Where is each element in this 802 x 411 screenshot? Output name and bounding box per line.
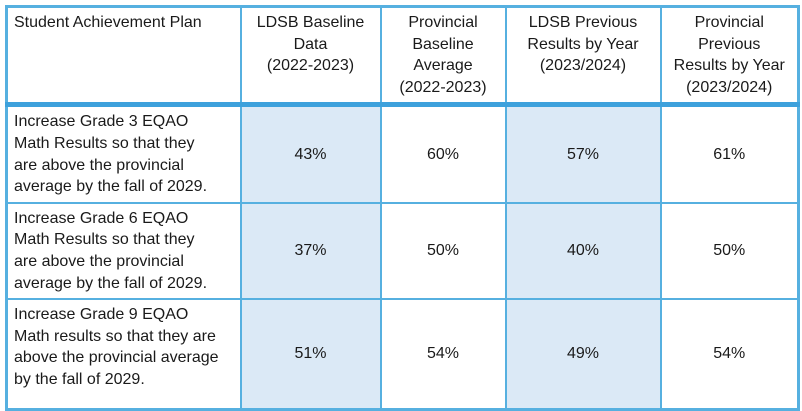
value-grade3-provincial-baseline: 60% — [379, 103, 507, 204]
value-grade3-provincial-previous: 61% — [659, 103, 800, 204]
header-provincial-baseline: Provincial Baseline Average (2022-2023) — [379, 5, 507, 108]
table-row-grade6: Increase Grade 6 EQAO Math Results so th… — [5, 201, 800, 301]
value-grade6-ldsb-baseline: 37% — [239, 201, 382, 301]
value-grade6-provincial-previous: 50% — [659, 201, 800, 301]
table-header-row: Student Achievement Plan LDSB Baseline D… — [5, 5, 800, 108]
plan-grade6: Increase Grade 6 EQAO Math Results so th… — [5, 201, 242, 301]
header-student-achievement-plan: Student Achievement Plan — [5, 5, 242, 108]
value-grade3-ldsb-baseline: 43% — [239, 103, 382, 204]
value-grade9-provincial-baseline: 54% — [379, 298, 507, 411]
achievement-table: Student Achievement Plan LDSB Baseline D… — [5, 5, 800, 411]
value-grade3-ldsb-previous: 57% — [504, 103, 662, 204]
value-grade9-ldsb-baseline: 51% — [239, 298, 382, 411]
value-grade6-provincial-baseline: 50% — [379, 201, 507, 301]
header-ldsb-previous: LDSB Previous Results by Year (2023/2024… — [504, 5, 662, 108]
value-grade6-ldsb-previous: 40% — [504, 201, 662, 301]
table-row-grade9: Increase Grade 9 EQAO Math results so th… — [5, 298, 800, 411]
table-row-grade3: Increase Grade 3 EQAO Math Results so th… — [5, 103, 800, 204]
plan-grade9: Increase Grade 9 EQAO Math results so th… — [5, 298, 242, 411]
plan-grade3: Increase Grade 3 EQAO Math Results so th… — [5, 103, 242, 204]
header-provincial-previous: Provincial Previous Results by Year (202… — [659, 5, 800, 108]
value-grade9-provincial-previous: 54% — [659, 298, 800, 411]
achievement-table-container: Student Achievement Plan LDSB Baseline D… — [5, 5, 800, 411]
header-ldsb-baseline: LDSB Baseline Data (2022-2023) — [239, 5, 382, 108]
value-grade9-ldsb-previous: 49% — [504, 298, 662, 411]
